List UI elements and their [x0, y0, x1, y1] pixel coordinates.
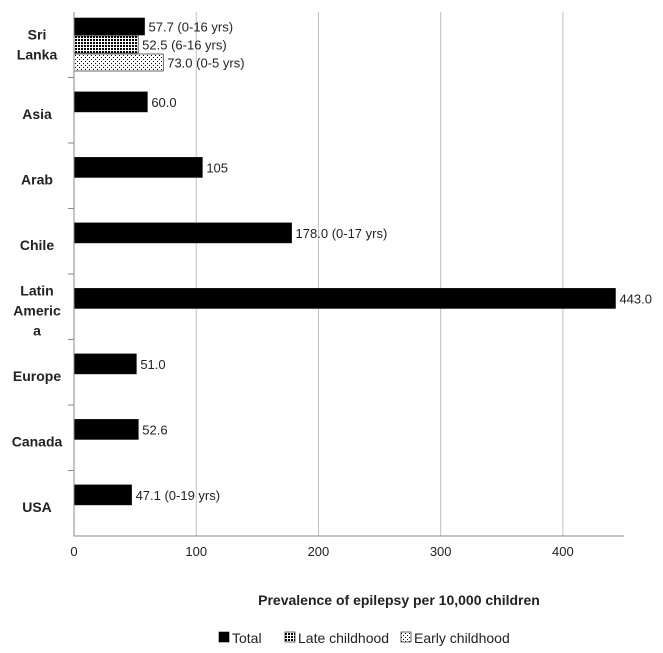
x-tick-label-100: 100 [185, 544, 207, 559]
data-label-chile-total: 178.0 (0-17 yrs) [296, 226, 388, 241]
bar-canada-total [73, 419, 139, 440]
category-label-chile: Chile [20, 237, 54, 253]
axis: 0 100 200 300 400 [68, 12, 624, 559]
bar-srilanka-early-childhood [73, 53, 164, 72]
labels: 57.7 (0-16 yrs) 52.5 (6-16 yrs) 73.0 (0-5 … [12, 20, 652, 516]
data-label-usa-total: 47.1 (0-19 yrs) [136, 488, 221, 503]
category-label-usa: USA [22, 499, 52, 515]
bar-usa-total [73, 484, 132, 506]
data-label-arab-total: 105 [206, 160, 228, 175]
legend-label-early-childhood: Early childhood [414, 630, 510, 646]
category-label-europe: Europe [13, 368, 61, 384]
data-label-asia-total: 60.0 [151, 95, 176, 110]
data-label-srilanka-late-childhood: 52.5 (6-16 yrs) [142, 38, 227, 53]
x-tick-label-400: 400 [552, 544, 574, 559]
data-label-latinamerica-total: 443.0 [619, 291, 652, 306]
data-label-canada-total: 52.6 [142, 422, 167, 437]
legend-swatch-early-childhood [400, 631, 412, 643]
legend-label-late-childhood: Late childhood [298, 630, 389, 646]
grid [195, 12, 564, 536]
x-axis-title: Prevalence of epilepsy per 10,000 childr… [258, 592, 540, 608]
category-label-arab: Arab [21, 172, 53, 188]
data-label-srilanka-early-childhood: 73.0 (0-5 yrs) [167, 56, 244, 71]
bar-chile-total [73, 222, 292, 244]
legend-swatch-total [218, 631, 230, 643]
category-label-canada: Canada [12, 434, 63, 450]
x-tick-label-300: 300 [430, 544, 452, 559]
category-label-srilanka: Sri Lanka [17, 27, 58, 63]
bar-srilanka-total [73, 17, 145, 36]
bar-asia-total [73, 91, 148, 113]
category-label-asia: Asia [22, 106, 52, 122]
legend-label-total: Total [232, 630, 262, 646]
data-label-europe-total: 51.0 [140, 357, 165, 372]
bars [73, 17, 616, 506]
bar-europe-total [73, 353, 137, 375]
x-tick-label-200: 200 [308, 544, 330, 559]
data-label-srilanka-total: 57.7 (0-16 yrs) [149, 20, 234, 35]
bar-arab-total [73, 157, 203, 178]
legend: Total Late childhood Early childhood [218, 630, 510, 646]
x-tick-label-0: 0 [70, 544, 77, 559]
legend-swatch-late-childhood [284, 631, 296, 643]
bar-latinamerica-total [73, 288, 616, 309]
bar-srilanka-late-childhood [73, 35, 139, 54]
category-label-latinamerica: Latin Americ a [13, 283, 61, 339]
